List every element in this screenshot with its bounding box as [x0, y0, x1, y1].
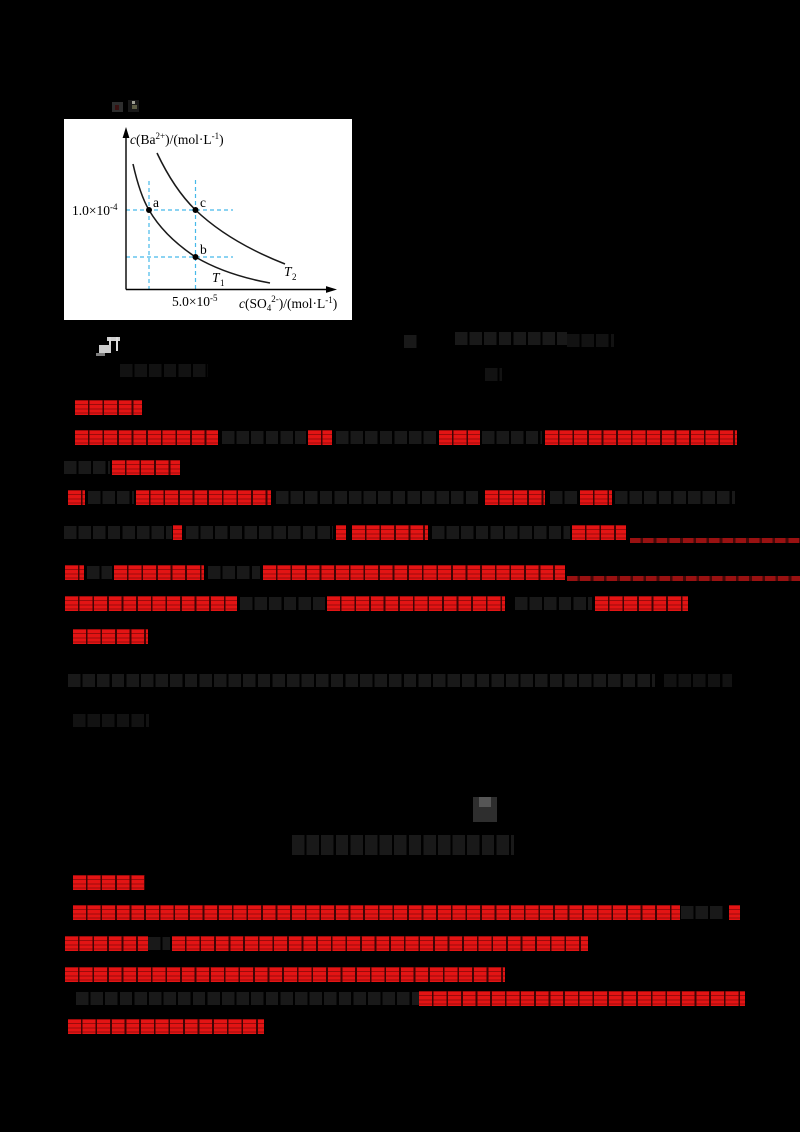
svg-text:c: c: [200, 195, 206, 210]
svg-text:c(SO42-)/(mol·L-1): c(SO42-)/(mol·L-1): [239, 294, 337, 313]
svg-text:c(Ba2+)/(mol·L-1): c(Ba2+)/(mol·L-1): [130, 131, 224, 147]
svg-text:2: 2: [292, 272, 297, 282]
svg-text:a: a: [153, 195, 159, 210]
svg-text:1.0×10-4: 1.0×10-4: [72, 202, 118, 218]
svg-text:T: T: [284, 264, 293, 279]
svg-text:T: T: [212, 270, 221, 285]
svg-text:1: 1: [220, 278, 225, 288]
svg-text:5.0×10-5: 5.0×10-5: [172, 293, 218, 309]
svg-text:b: b: [200, 242, 207, 257]
